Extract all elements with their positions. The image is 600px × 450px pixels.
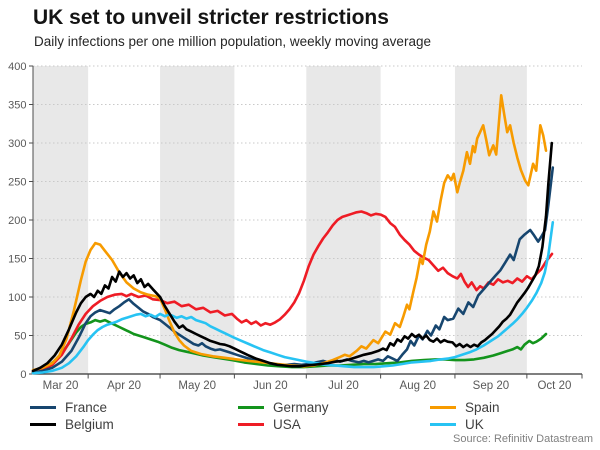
usa-line-swatch — [238, 422, 264, 427]
x-tick-label: Oct 20 — [537, 380, 571, 392]
y-tick-label: 100 — [8, 292, 26, 304]
legend-item-germany: Germany — [238, 399, 329, 416]
x-tick-label: Jul 20 — [328, 380, 359, 392]
x-tick-label: Apr 20 — [107, 380, 141, 392]
legend-label-belgium: Belgium — [65, 417, 114, 432]
legend-column-3: Spain UK — [430, 399, 500, 433]
series-line-belgium — [31, 141, 554, 373]
y-tick-label: 350 — [8, 99, 26, 111]
y-tick-label: 150 — [8, 253, 26, 265]
legend-item-belgium: Belgium — [30, 416, 114, 433]
germany-line-swatch — [238, 405, 264, 410]
y-tick-label: 50 — [14, 330, 26, 342]
source-attribution: Source: Refinitiv Datastream — [453, 433, 593, 445]
series-line-spain — [31, 94, 548, 372]
legend-item-usa: USA — [238, 416, 329, 433]
series-line-uk — [31, 221, 555, 375]
x-tick-label: Aug 20 — [400, 380, 436, 392]
legend-label-france: France — [65, 400, 108, 415]
y-tick-label: 200 — [8, 215, 26, 227]
legend-label-usa: USA — [273, 417, 301, 432]
x-tick-label: Jun 20 — [253, 380, 288, 392]
month-shading-band — [306, 66, 381, 374]
page-title: UK set to unveil stricter restrictions — [33, 6, 389, 29]
legend-label-germany: Germany — [273, 400, 329, 415]
belgium-line-swatch — [30, 422, 56, 427]
france-line-swatch — [30, 405, 56, 410]
legend-item-spain: Spain — [430, 399, 500, 416]
x-tick-label: May 20 — [178, 380, 216, 392]
legend-item-france: France — [30, 399, 114, 416]
y-tick-label: 0 — [20, 369, 26, 381]
series-line-france — [31, 166, 555, 374]
y-tick-label: 400 — [8, 61, 26, 73]
chart-subtitle: Daily infections per one million populat… — [34, 34, 431, 49]
legend-label-uk: UK — [465, 417, 484, 432]
y-tick-label: 250 — [8, 176, 26, 188]
legend-label-spain: Spain — [465, 400, 500, 415]
series-line-germany — [31, 318, 548, 374]
legend-column-2: Germany USA — [238, 399, 329, 433]
series-line-usa — [31, 210, 554, 374]
legend-item-uk: UK — [430, 416, 500, 433]
x-tick-label: Sep 20 — [473, 380, 509, 392]
spain-line-swatch — [430, 405, 456, 410]
chart-legend: France Belgium Germany USA Spain — [0, 399, 600, 435]
y-tick-label: 300 — [8, 138, 26, 150]
legend-column-1: France Belgium — [30, 399, 114, 433]
uk-line-swatch — [430, 422, 456, 427]
x-tick-label: Mar 20 — [43, 380, 79, 392]
